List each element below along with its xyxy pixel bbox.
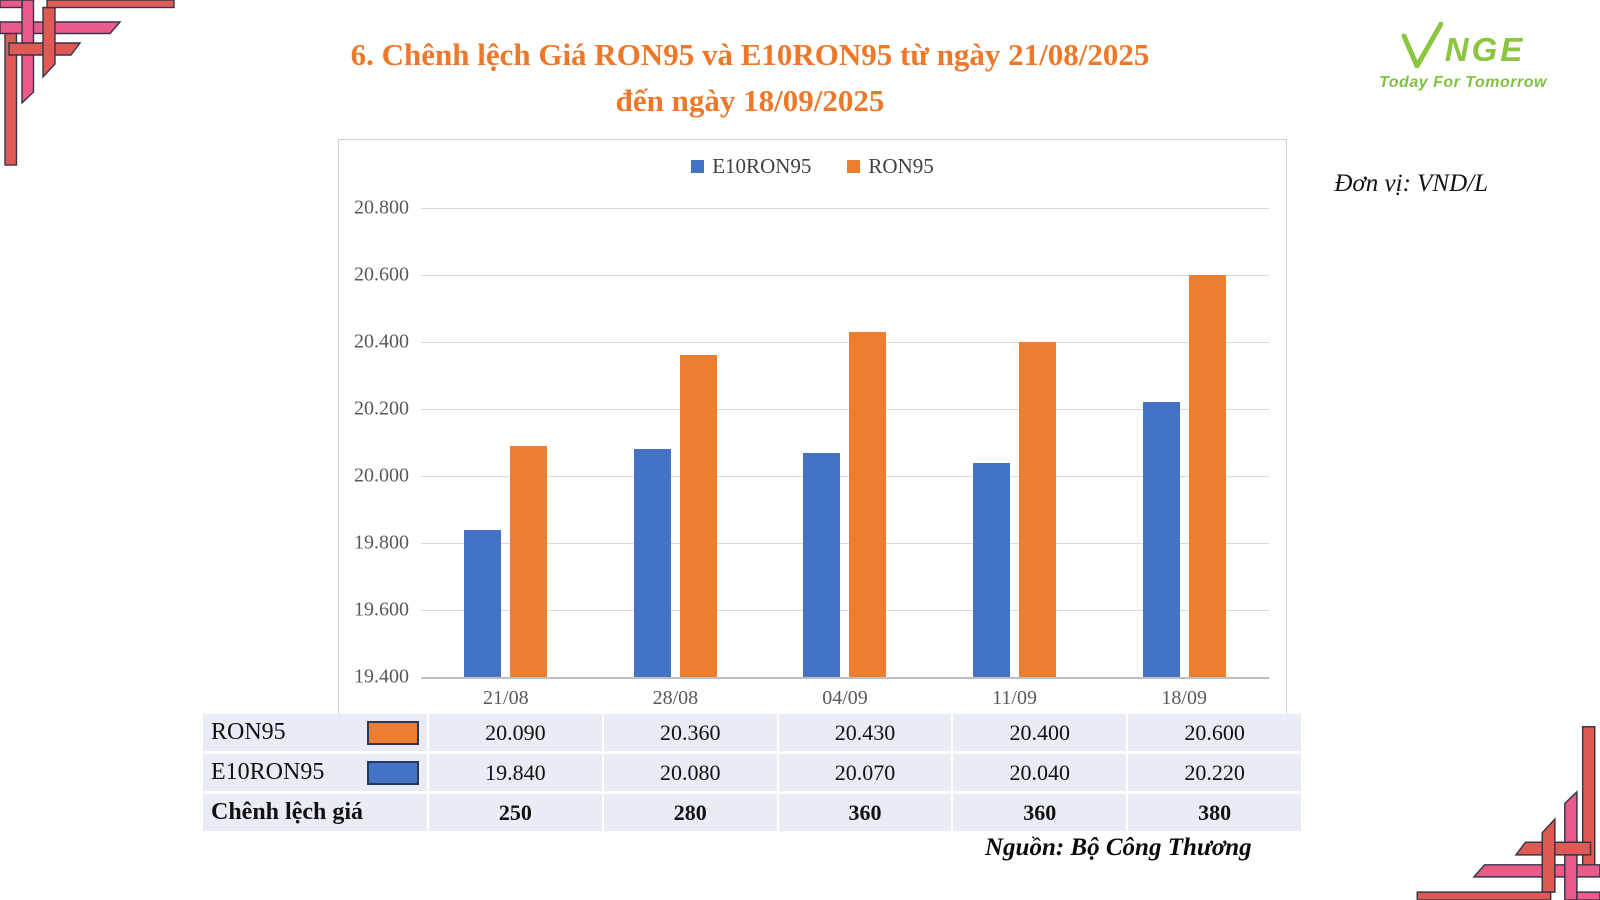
legend-label: RON95 [868,154,934,178]
table-cell: 20.080 [603,754,777,791]
gridline [421,543,1269,544]
data-table: RON95 20.090 20.360 20.430 20.400 20.600 E10RO… [203,714,1301,831]
y-axis-tick-label: 20.000 [354,464,409,487]
x-axis-tick-label: 11/09 [992,687,1037,709]
gridline [421,610,1269,611]
table-cell: 360 [953,794,1127,831]
table-cell: 20.360 [603,714,777,751]
table-cell: 380 [1128,794,1301,831]
bar-group-11-09: 11/09 [930,208,1100,709]
bar-e10ron95-28-08 [633,449,671,677]
bar-ron95-04-09 [849,331,887,677]
x-axis-tick-label: 21/08 [483,687,529,709]
bar-ron95-11-09 [1019,342,1057,677]
legend-swatch-icon [691,160,705,173]
bar-groups: 21/08 28/08 04/09 11/09 18/09 [421,208,1269,709]
table-cell: 20.220 [1128,754,1301,791]
table-cell: 20.090 [429,714,602,751]
bar-group-21-08: 21/08 [421,208,591,709]
series-swatch-icon [367,760,419,785]
table-row-label-text: E10RON95 [211,759,325,785]
chart-plot-area: 20.800 20.600 20.400 20.200 20.000 19.800 19.6… [354,197,1269,709]
gridline [421,476,1269,477]
y-axis-tick-label: 20.400 [354,330,409,353]
gridline [421,275,1269,276]
page-title: 6. Chênh lệch Giá RON95 và E10RON95 từ n… [180,32,1320,124]
bar-e10ron95-18-09 [1142,402,1180,677]
bar-group-04-09: 04/09 [760,208,930,709]
table-cell: 280 [603,794,777,831]
table-row-label-text: RON95 [211,719,286,745]
table-cell: 20.400 [953,714,1127,751]
x-axis-tick-label: 28/08 [652,687,699,709]
unit-label: Đơn vị: VND/L [1334,170,1488,197]
logo-tagline: Today For Tomorrow [1379,74,1547,91]
bar-ron95-28-08 [679,355,717,677]
table-cell: 20.040 [953,754,1127,791]
corner-ornament-icon [0,0,175,166]
table-cell: 20.430 [778,714,952,751]
company-logo: NGE Today For Tomorrow [1378,22,1548,92]
gridline [421,208,1269,209]
bar-group-28-08: 28/08 [591,208,761,709]
logo-checkmark-icon [1401,22,1443,68]
y-axis-tick-label: 19.800 [354,531,409,554]
table-row-label: Chênh lệch giá [203,794,427,831]
x-axis-tick-label: 18/09 [1161,687,1207,709]
bar-e10ron95-11-09 [973,462,1011,677]
source-note: Nguồn: Bộ Công Thương [985,834,1252,861]
logo-text: NGE [1444,31,1526,68]
table-cell: 20.600 [1128,714,1301,751]
legend-item-e10ron95: E10RON95 [691,154,811,179]
table-cell: 250 [429,794,602,831]
series-swatch-icon [367,720,419,745]
y-axis-tick-label: 19.400 [354,665,409,688]
table-row-label-text: Chênh lệch giá [211,799,364,825]
gridline [421,677,1269,679]
legend-swatch-icon [847,160,861,173]
bar-e10ron95-04-09 [803,452,841,677]
legend-label: E10RON95 [712,154,812,178]
bar-ron95-18-09 [1188,275,1226,677]
page-title-line1: 6. Chênh lệch Giá RON95 và E10RON95 từ n… [350,37,1150,72]
legend-item-ron95: RON95 [847,154,934,179]
bar-group-18-09: 18/09 [1099,208,1269,709]
bar-e10ron95-21-08 [464,529,502,677]
gridline [421,409,1269,410]
y-axis-tick-label: 19.600 [354,598,409,621]
x-axis-tick-label: 04/09 [822,687,868,709]
table-row-label: RON95 [203,714,427,751]
bar-chart: E10RON95 RON95 20.800 20.600 20.400 20.200 20… [338,139,1287,724]
y-axis-tick-label: 20.200 [354,397,409,420]
page-title-line2: đến ngày 18/09/2025 [615,83,885,118]
gridline [421,342,1269,343]
table-cell: 20.070 [778,754,952,791]
bar-ron95-21-08 [510,445,548,677]
chart-legend: E10RON95 RON95 [339,154,1286,179]
table-cell: 19.840 [429,754,602,791]
y-axis-tick-label: 20.800 [354,196,409,219]
y-axis-tick-label: 20.600 [354,263,409,286]
corner-ornament-icon [1416,726,1600,900]
table-cell: 360 [778,794,952,831]
table-row-label: E10RON95 [203,754,427,791]
